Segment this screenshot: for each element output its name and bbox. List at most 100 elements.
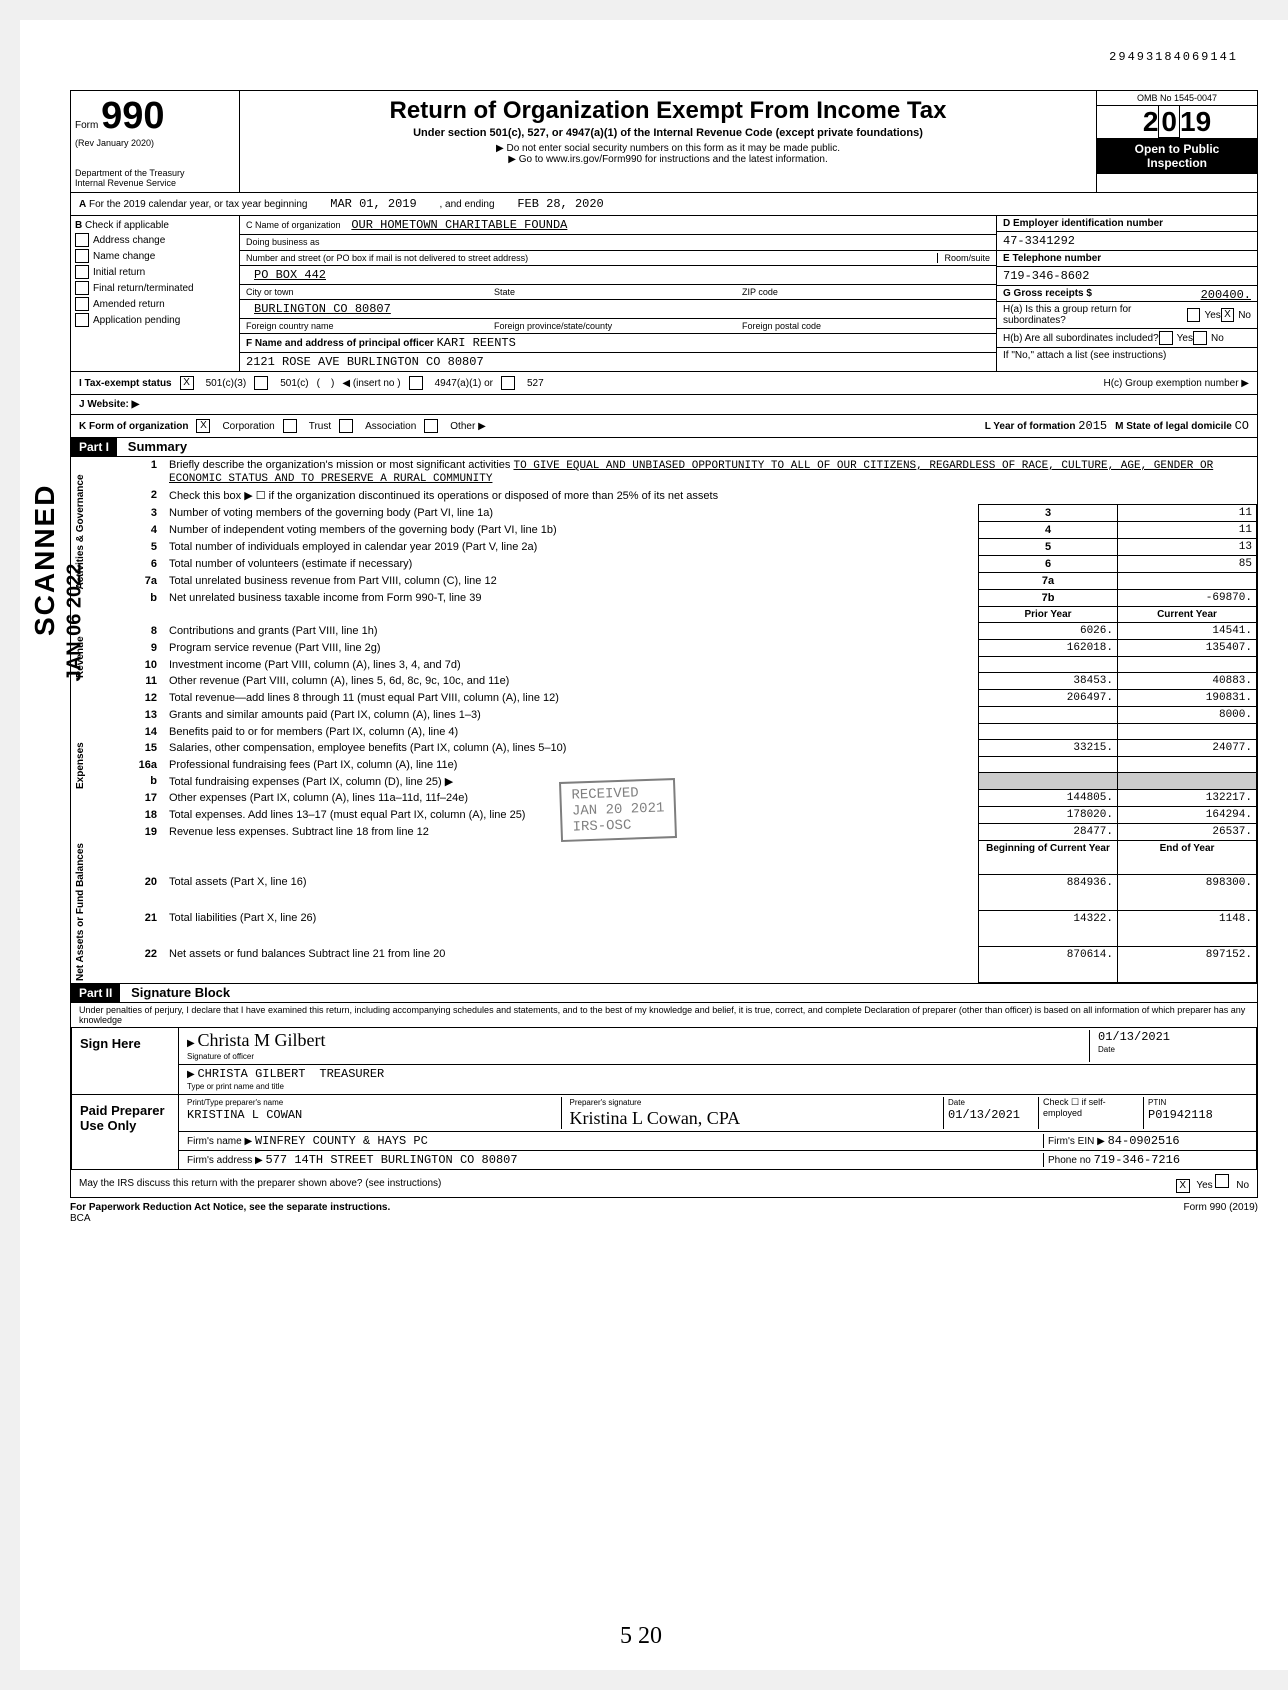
sig-date: 01/13/2021	[1098, 1030, 1170, 1044]
m-label: M State of legal domicile	[1115, 421, 1232, 432]
gross-value: 200400.	[1201, 288, 1251, 302]
gov-3-num: 3	[123, 505, 165, 522]
exp-16a-curr	[1118, 757, 1257, 773]
firm-name: WINFREY COUNTY & HAYS PC	[255, 1134, 428, 1148]
other-checkbox[interactable]	[424, 419, 438, 433]
status-j: J Website: ▶	[70, 395, 1258, 415]
rev-9-text: Program service revenue (Part VIII, line…	[165, 640, 979, 657]
exp-17-num: 17	[123, 790, 165, 807]
gross-label: G Gross receipts $	[1003, 288, 1092, 299]
received-stamp: RECEIVED JAN 20 2021 IRS-OSC	[559, 778, 677, 842]
assoc-checkbox[interactable]	[339, 419, 353, 433]
gov-7b-box: 7b	[979, 590, 1118, 607]
rev-section-label: Revenue	[71, 607, 123, 707]
gov-7b-num: b	[123, 590, 165, 607]
form-rev: (Rev January 2020)	[75, 138, 235, 148]
officer-signature: Christa M Gilbert	[197, 1030, 325, 1050]
form-title: Return of Organization Exempt From Incom…	[248, 97, 1088, 125]
rev-8-prior: 6026.	[979, 623, 1118, 640]
prep-date-label: Date	[948, 1098, 965, 1107]
part1-header: Part I	[71, 438, 117, 456]
exp-18-num: 18	[123, 807, 165, 824]
gov-3-text: Number of voting members of the governin…	[165, 505, 979, 522]
part2-header: Part II	[71, 984, 120, 1002]
discuss-no-checkbox[interactable]	[1215, 1174, 1229, 1188]
initial-return-checkbox[interactable]	[75, 265, 89, 279]
officer-print-name: CHRISTA GILBERT	[197, 1067, 305, 1081]
corp-checkbox[interactable]: X	[196, 419, 210, 433]
ptin-label: PTIN	[1148, 1098, 1166, 1107]
firm-ein: 84-0902516	[1108, 1134, 1180, 1148]
prep-name-label: Print/Type preparer's name	[187, 1098, 283, 1107]
exp-16a-num: 16a	[123, 757, 165, 773]
initial-return-label: Initial return	[93, 267, 145, 278]
amended-return-label: Amended return	[93, 299, 165, 310]
amended-return-checkbox[interactable]	[75, 297, 89, 311]
net-20-text: Total assets (Part X, line 16)	[165, 874, 979, 910]
bca: BCA	[70, 1213, 91, 1224]
phone-value: 719-346-7216	[1094, 1153, 1180, 1167]
dept-treasury: Department of the Treasury	[75, 168, 235, 178]
form-number: 990	[101, 95, 164, 137]
final-return-checkbox[interactable]	[75, 281, 89, 295]
ha-yes-checkbox[interactable]	[1187, 308, 1200, 322]
hb-label: H(b) Are all subordinates included?	[1003, 333, 1159, 344]
app-pending-label: Application pending	[93, 315, 180, 326]
right-column: D Employer identification number 47-3341…	[996, 216, 1257, 371]
line2: Check this box ▶ ☐ if the organization d…	[165, 487, 1257, 505]
page-footer: For Paperwork Reduction Act Notice, see …	[70, 1198, 1258, 1224]
exp-13-curr: 8000.	[1118, 707, 1257, 724]
trust-checkbox[interactable]	[283, 419, 297, 433]
address-change-checkbox[interactable]	[75, 233, 89, 247]
part2-title: Signature Block	[131, 985, 230, 1000]
501c-label: 501(c)	[280, 378, 308, 389]
501c-checkbox[interactable]	[254, 376, 268, 390]
hb-no-checkbox[interactable]	[1193, 331, 1207, 345]
sign-here-block: Sign Here ▶ Christa M GilbertSignature o…	[71, 1027, 1257, 1095]
j-label: J Website: ▶	[79, 399, 139, 410]
discuss-yes-checkbox[interactable]: X	[1176, 1179, 1190, 1193]
rev-10-num: 10	[123, 657, 165, 673]
room-label: Room/suite	[937, 253, 990, 263]
period-ending-label: , and ending	[439, 199, 494, 210]
paperwork-notice: For Paperwork Reduction Act Notice, see …	[70, 1202, 390, 1213]
handwritten-note: 5 20	[620, 1623, 662, 1650]
boy-hdr: Beginning of Current Year	[979, 841, 1118, 875]
rev-12-num: 12	[123, 690, 165, 707]
exp-13-text: Grants and similar amounts paid (Part IX…	[165, 707, 979, 724]
4947-checkbox[interactable]	[409, 376, 423, 390]
current-year-hdr: Current Year	[1118, 607, 1257, 623]
dln-number: 29493184069141	[1109, 50, 1238, 64]
name-change-checkbox[interactable]	[75, 249, 89, 263]
net-21-num: 21	[123, 910, 165, 946]
section-b-h: B Check if applicable Address change Nam…	[70, 216, 1258, 372]
exp-17-curr: 132217.	[1118, 790, 1257, 807]
foreign-country-label: Foreign country name	[246, 321, 494, 331]
line1-label: Briefly describe the organization's miss…	[169, 459, 510, 471]
gov-4-box: 4	[979, 522, 1118, 539]
527-checkbox[interactable]	[501, 376, 515, 390]
firm-ein-label: Firm's EIN ▶	[1048, 1136, 1105, 1147]
hb-yes-checkbox[interactable]	[1159, 331, 1173, 345]
part1-title: Summary	[128, 439, 187, 454]
state-label: State	[494, 287, 742, 297]
open-public: Open to Public	[1101, 142, 1253, 156]
l-value: 2015	[1078, 419, 1107, 433]
527-label: 527	[527, 378, 544, 389]
app-pending-checkbox[interactable]	[75, 313, 89, 327]
header-right: OMB No 1545-0047 2019 Open to Public Ins…	[1096, 91, 1257, 192]
received-date: JAN 20 2021	[572, 800, 665, 819]
address-change-label: Address change	[93, 235, 165, 246]
exp-15-text: Salaries, other compensation, employee b…	[165, 740, 979, 757]
501c3-checkbox[interactable]: X	[180, 376, 194, 390]
rev-12-text: Total revenue—add lines 8 through 11 (mu…	[165, 690, 979, 707]
form-header: Form 990 (Rev January 2020) Department o…	[70, 90, 1258, 193]
gov-4-val: 11	[1118, 522, 1257, 539]
net-20-eoy: 898300.	[1118, 874, 1257, 910]
gov-7a-text: Total unrelated business revenue from Pa…	[165, 573, 979, 590]
firm-name-label: Firm's name ▶	[187, 1136, 252, 1147]
exp-14-num: 14	[123, 724, 165, 740]
gov-7b-text: Net unrelated business taxable income fr…	[165, 590, 979, 607]
city-label: City or town	[246, 287, 494, 297]
ha-no-checkbox[interactable]: X	[1221, 308, 1234, 322]
